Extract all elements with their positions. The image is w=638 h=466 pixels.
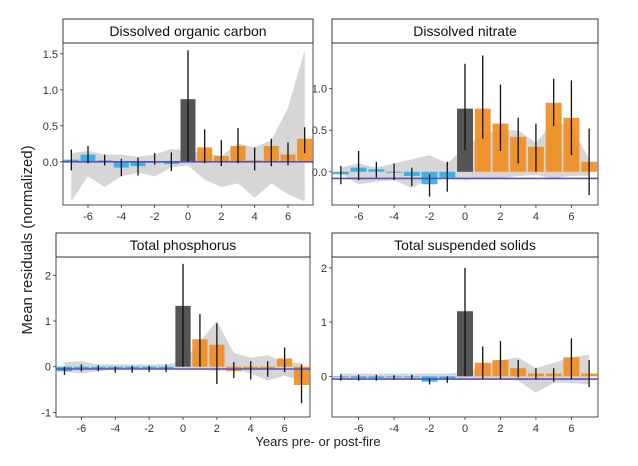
x-tick-label: -6	[354, 211, 364, 223]
x-tick-label: 0	[462, 423, 468, 435]
x-tick-label: 0	[180, 423, 186, 435]
plot-area	[63, 50, 313, 202]
plot-area	[332, 267, 598, 393]
x-tick-label: 4	[533, 211, 539, 223]
chart-panel-1: -6 -4 -2 0 2 4 6 0.0 0.5 1.0 Dissolved nitrate	[312, 18, 599, 223]
chart-panel-0: -6 -4 -2 0 2 4 6 0.0 0.5 1.0 1.5 Dissolved organic …	[43, 18, 314, 223]
panels: -6 -4 -2 0 2 4 6 0.0 0.5 1.0 1.5 Dissolved organic …	[41, 18, 599, 435]
x-tick-label: -4	[116, 211, 126, 223]
y-tick-label: 0	[45, 362, 51, 374]
y-tick-label: 2	[45, 270, 51, 282]
x-tick-label: 2	[497, 211, 503, 223]
panel-title-box	[62, 18, 314, 44]
y-tick-label: 1.0	[43, 85, 58, 97]
x-tick-label: 2	[214, 423, 220, 435]
panel-title-box	[331, 232, 599, 258]
plot-area	[332, 55, 598, 197]
x-tick-label: 2	[218, 211, 224, 223]
y-tick-label: 2	[321, 263, 327, 275]
x-tick-label: -2	[425, 211, 435, 223]
x-tick-label: -6	[83, 211, 93, 223]
x-tick-label: -6	[354, 423, 364, 435]
x-tick-label: -2	[425, 423, 435, 435]
y-tick-label: 0	[321, 371, 327, 383]
bar-year-5	[545, 102, 562, 172]
chart-panel-3: -6 -4 -2 0 2 4 6 0 1 2 Total suspended solids	[321, 232, 599, 435]
x-tick-label: -4	[389, 423, 399, 435]
y-tick-label: 0.5	[43, 121, 58, 133]
panel-title: Total phosphorus	[130, 237, 237, 253]
bar-year-1	[474, 108, 491, 172]
x-tick-label: 2	[497, 423, 503, 435]
x-tick-label: 6	[285, 211, 291, 223]
panel-title: Dissolved organic carbon	[109, 23, 266, 39]
plot-area	[56, 263, 310, 404]
confidence-band	[64, 321, 302, 381]
x-tick-label: -2	[150, 211, 160, 223]
panel-title-box	[331, 18, 599, 44]
panel-title: Dissolved nitrate	[413, 23, 517, 39]
x-tick-label: 6	[568, 423, 574, 435]
x-tick-label: -4	[110, 423, 120, 435]
panel-title: Total suspended solids	[394, 237, 536, 253]
y-tick-label: 1.5	[43, 49, 58, 61]
x-axis-title: Years pre- or post-fire	[255, 434, 380, 449]
x-tick-label: 0	[185, 211, 191, 223]
x-tick-label: 4	[533, 423, 539, 435]
chart-panel-2: -6 -4 -2 0 2 4 6 -1 0 1 2 Total phosphorus	[41, 232, 311, 435]
x-tick-label: 4	[248, 423, 254, 435]
x-tick-label: 6	[282, 423, 288, 435]
x-tick-label: -4	[389, 211, 399, 223]
panel-title-box	[55, 232, 311, 258]
x-tick-label: -6	[77, 423, 87, 435]
x-tick-label: 6	[568, 211, 574, 223]
y-tick-label: 1.0	[312, 84, 327, 96]
y-tick-label: 0.0	[43, 157, 58, 169]
y-axis-title: Mean residuals (normalized)	[19, 145, 36, 334]
y-tick-label: 1	[321, 317, 327, 329]
x-tick-label: 4	[252, 211, 258, 223]
y-tick-label: -1	[41, 407, 51, 419]
x-tick-label: 0	[462, 211, 468, 223]
y-tick-label: 0.5	[312, 125, 327, 137]
confidence-band	[71, 50, 305, 202]
x-tick-label: -2	[144, 423, 154, 435]
y-tick-label: 1	[45, 316, 51, 328]
y-tick-label: 0.0	[312, 167, 327, 179]
